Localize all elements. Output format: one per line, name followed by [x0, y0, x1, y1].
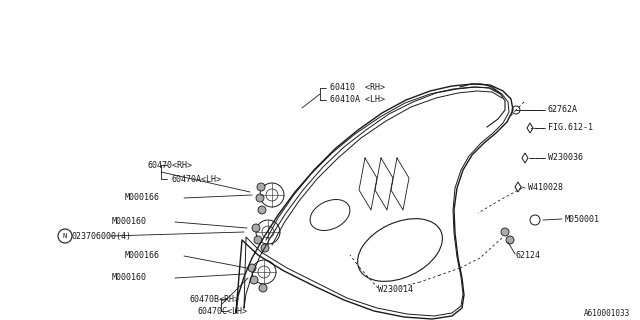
Text: W230014: W230014: [378, 285, 413, 294]
Circle shape: [250, 276, 258, 284]
Text: M050001: M050001: [565, 214, 600, 223]
Text: 60470C<LH>: 60470C<LH>: [197, 307, 247, 316]
Text: 60470<RH>: 60470<RH>: [148, 161, 193, 170]
Text: A610001033: A610001033: [584, 309, 630, 318]
Text: 60470A<LH>: 60470A<LH>: [172, 174, 222, 183]
Text: M000160: M000160: [112, 218, 147, 227]
Circle shape: [259, 284, 267, 292]
Text: 60410  <RH>: 60410 <RH>: [330, 84, 385, 92]
Text: M000160: M000160: [112, 274, 147, 283]
Circle shape: [257, 183, 265, 191]
Text: 62124: 62124: [516, 251, 541, 260]
Circle shape: [254, 236, 262, 244]
Text: M000166: M000166: [125, 252, 160, 260]
Circle shape: [256, 194, 264, 202]
Text: W230036: W230036: [548, 154, 583, 163]
Text: 62762A: 62762A: [548, 106, 578, 115]
Text: 60470B<RH>: 60470B<RH>: [190, 294, 240, 303]
Circle shape: [252, 224, 260, 232]
Circle shape: [506, 236, 514, 244]
Text: 023706000(4): 023706000(4): [72, 231, 132, 241]
Circle shape: [258, 206, 266, 214]
Text: M000166: M000166: [125, 194, 160, 203]
Circle shape: [261, 244, 269, 252]
Circle shape: [248, 264, 256, 272]
Text: FIG.612-1: FIG.612-1: [548, 124, 593, 132]
Text: W410028: W410028: [528, 183, 563, 193]
Text: N: N: [63, 233, 67, 239]
Circle shape: [501, 228, 509, 236]
Text: 60410A <LH>: 60410A <LH>: [330, 95, 385, 105]
